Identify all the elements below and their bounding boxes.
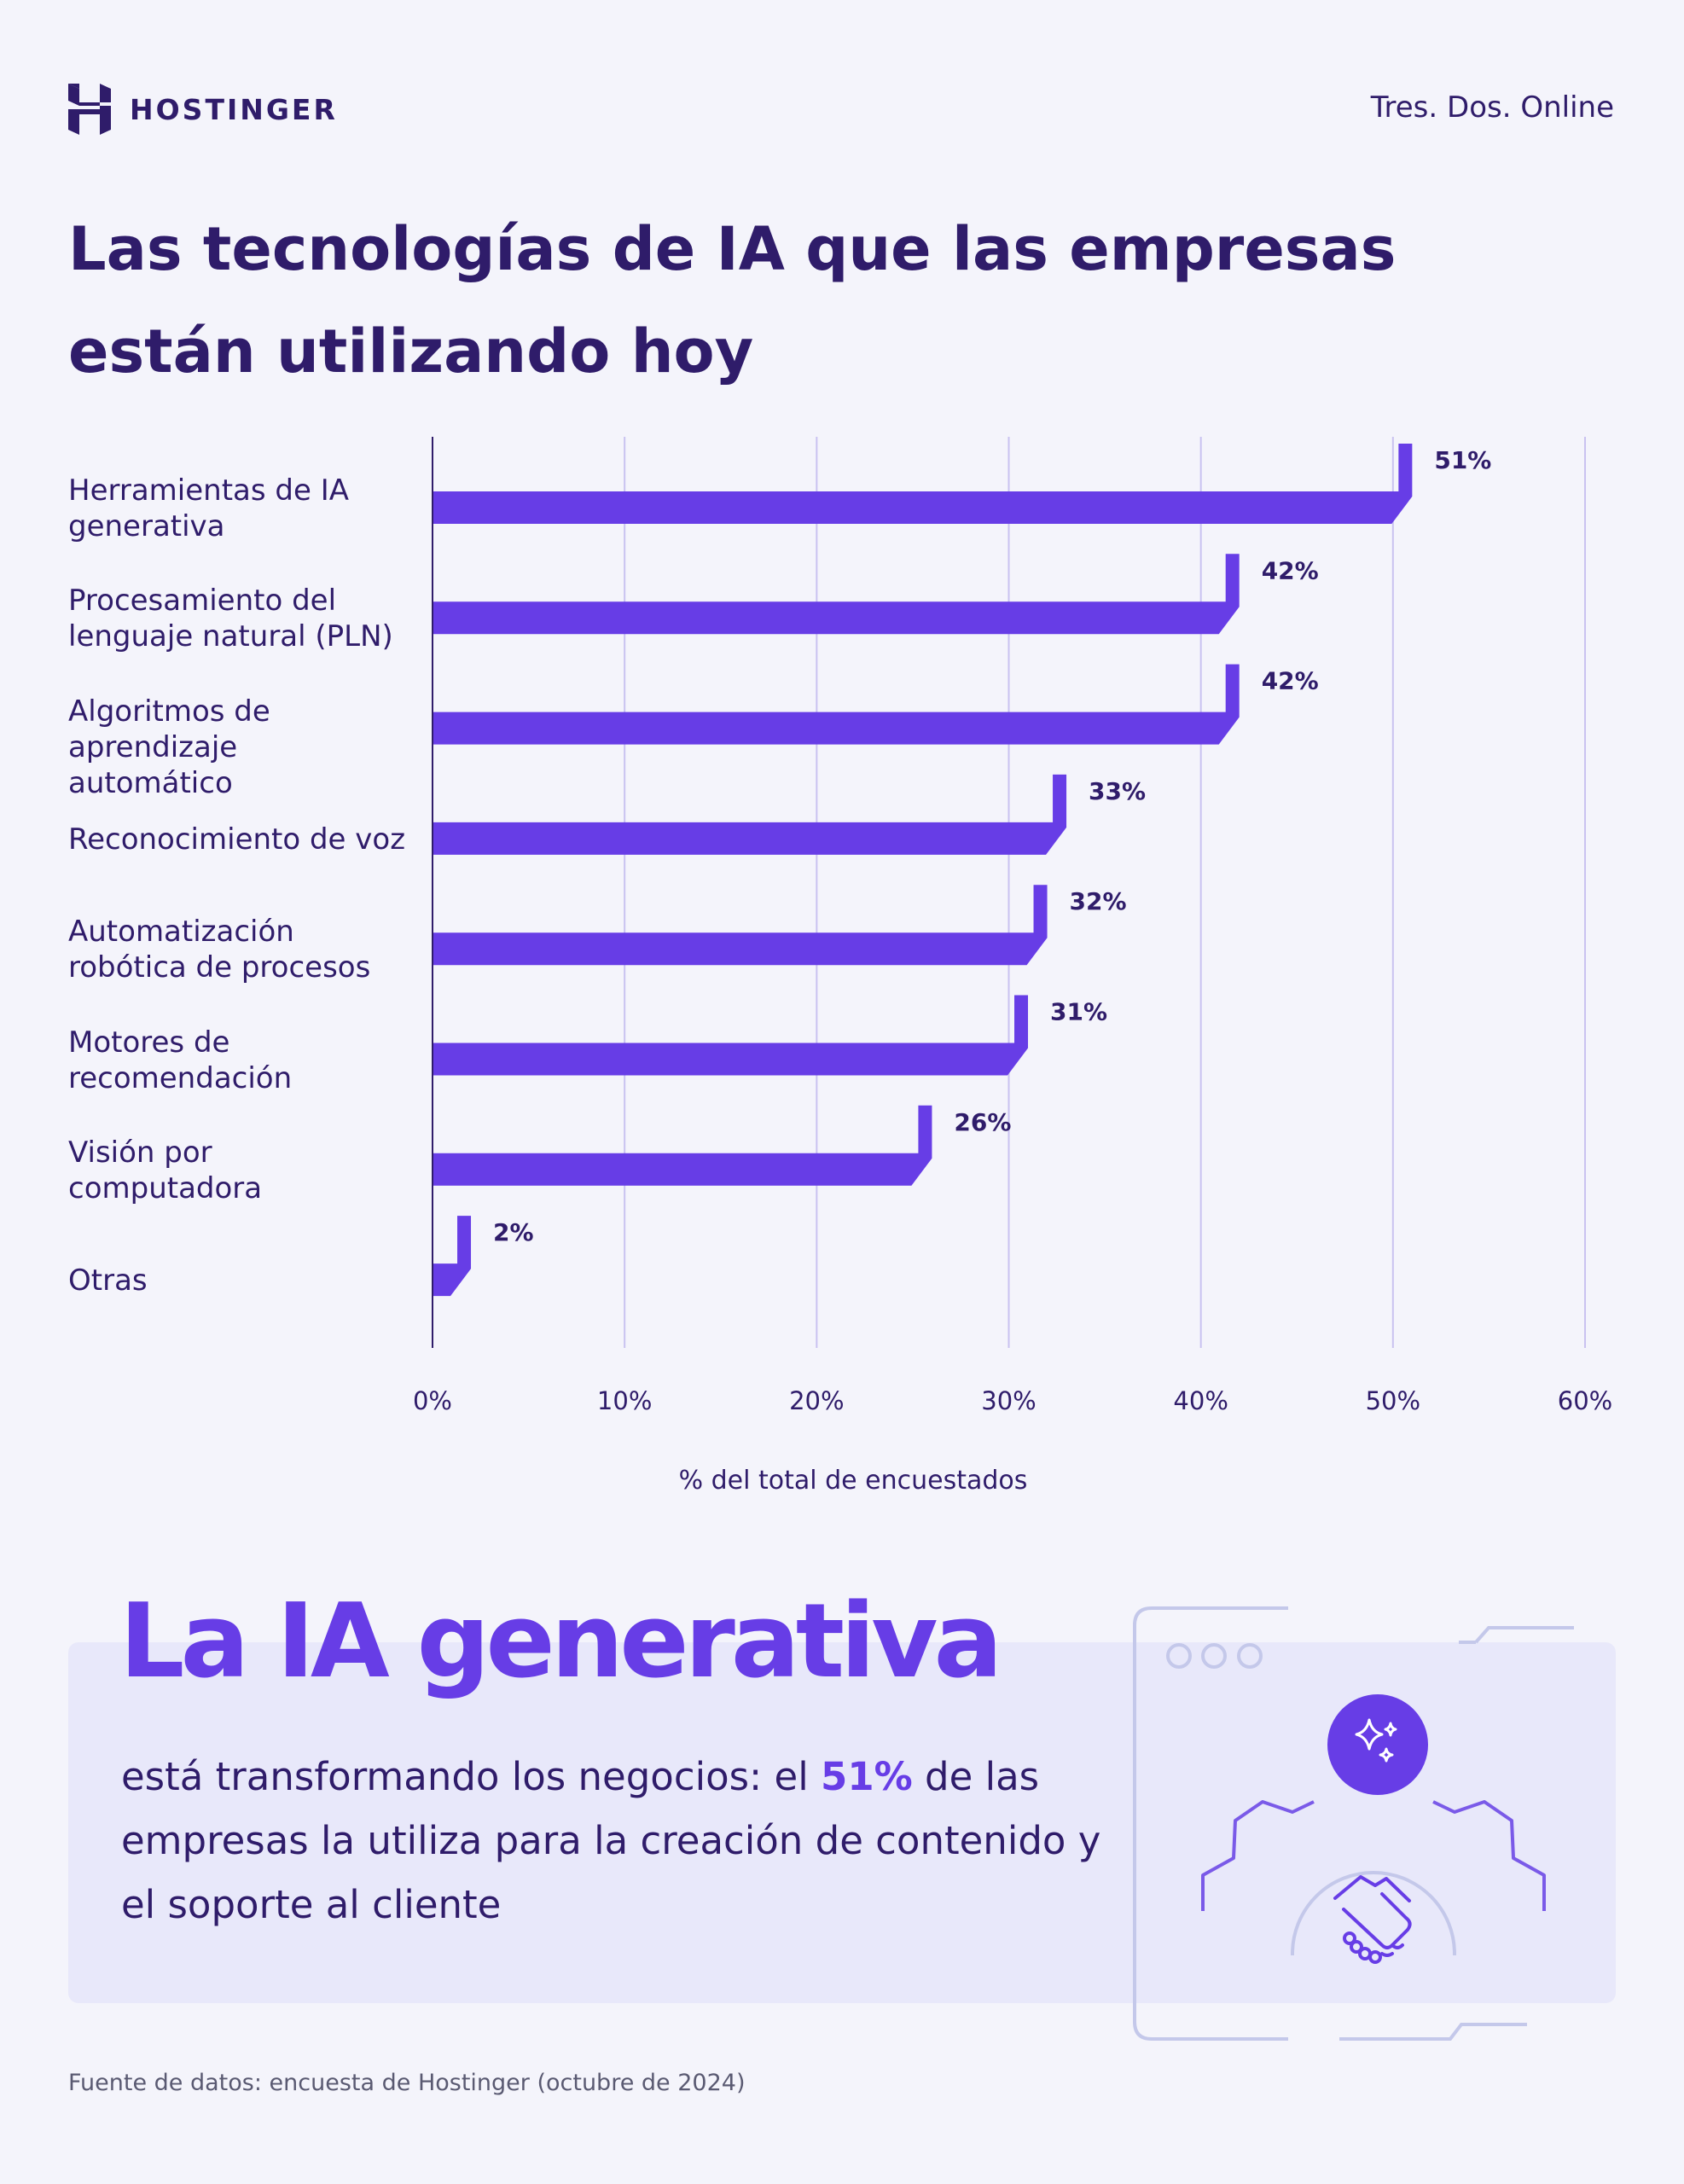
bar-value-label: 42%: [1262, 556, 1319, 584]
category-label-line: Motores de: [68, 1025, 230, 1060]
bar-value-label: 31%: [1050, 998, 1107, 1026]
bar: [433, 664, 1240, 745]
ai-business-illustration: [1133, 1606, 1574, 2041]
bar-value-label: 2%: [493, 1218, 534, 1246]
category-label-line: recomendación: [68, 1060, 293, 1095]
category-label: Algoritmos de aprendizaje automático: [68, 694, 409, 801]
x-axis-label: % del total de encuestados: [678, 1466, 1028, 1496]
bar: [433, 554, 1240, 635]
x-tick-label: 50%: [1366, 1386, 1420, 1415]
category-label-line: Automatización: [68, 915, 294, 950]
callout-text-after: de las empresas la utiliza para la creac…: [121, 1754, 1101, 1927]
bar: [433, 444, 1413, 524]
category-label-line: Herramientas de IA: [68, 473, 349, 508]
category-label: Reconocimiento de voz: [68, 822, 409, 857]
bar-chart: 0% 10% 20% 30% 40% 50% 60% 51% 42% 42% 33% 32% 31% 26…: [413, 437, 1612, 1415]
x-tick-label: 0%: [413, 1386, 452, 1415]
category-label-line: computadora: [68, 1170, 263, 1205]
bar-value-label: 42%: [1262, 667, 1319, 695]
category-label-line: Reconocimiento de voz: [68, 822, 406, 857]
handshake-icon: [1333, 1875, 1412, 1964]
bar: [433, 995, 1029, 1076]
data-source-note: Fuente de datos: encuesta de Hostinger (…: [68, 2070, 746, 2096]
hostinger-logo: HOSTINGER: [68, 84, 338, 135]
category-label: Visión por computadora: [68, 1135, 409, 1206]
gear-icon: [1201, 1800, 1546, 1911]
bar-value-label: 26%: [954, 1108, 1011, 1136]
x-tick-label: 20%: [789, 1386, 844, 1415]
hostinger-logo-icon: [68, 84, 111, 135]
bar: [433, 1216, 472, 1297]
category-label: Herramientas de IA generativa: [68, 473, 409, 544]
category-label-line: lenguaje natural (PLN): [68, 619, 393, 654]
callout-text: está transformando los negocios: el 51% …: [121, 1745, 1111, 1937]
callout-title: La IA generativa: [119, 1583, 1002, 1701]
x-tick-label: 10%: [597, 1386, 652, 1415]
bar: [433, 774, 1067, 855]
category-label: Automatización robótica de procesos: [68, 914, 409, 985]
brand-tagline: Tres. Dos. Online: [1370, 90, 1614, 125]
logo-text: HOSTINGER: [130, 92, 338, 126]
bar-value-label: 51%: [1434, 446, 1491, 474]
category-label-line: Procesamiento del: [68, 584, 337, 619]
category-label-line: Otras: [68, 1263, 148, 1298]
category-label-line: Algoritmos de: [68, 694, 270, 729]
bar-value-label: 33%: [1089, 777, 1146, 805]
category-label: Procesamiento del lenguaje natural (PLN): [68, 583, 409, 654]
page-title: Las tecnologías de IA que las empresas e…: [68, 214, 1397, 386]
x-tick-label: 30%: [981, 1386, 1036, 1415]
callout-highlight: 51%: [821, 1754, 913, 1799]
category-label-line: robótica de procesos: [68, 950, 371, 985]
category-label: Otras: [68, 1263, 409, 1298]
category-label: Motores de recomendación: [68, 1025, 409, 1096]
category-label-line: aprendizaje automático: [68, 729, 238, 800]
bar-value-label: 32%: [1070, 887, 1127, 915]
category-label-line: generativa: [68, 509, 225, 543]
x-tick-label: 40%: [1173, 1386, 1228, 1415]
category-label-line: Visión por: [68, 1135, 212, 1170]
callout-text-before: está transformando los negocios: el: [121, 1754, 822, 1799]
bar: [433, 885, 1048, 966]
bar: [433, 1105, 932, 1186]
x-tick-label: 60%: [1558, 1386, 1612, 1415]
sparkles-icon: [1355, 1718, 1397, 1763]
